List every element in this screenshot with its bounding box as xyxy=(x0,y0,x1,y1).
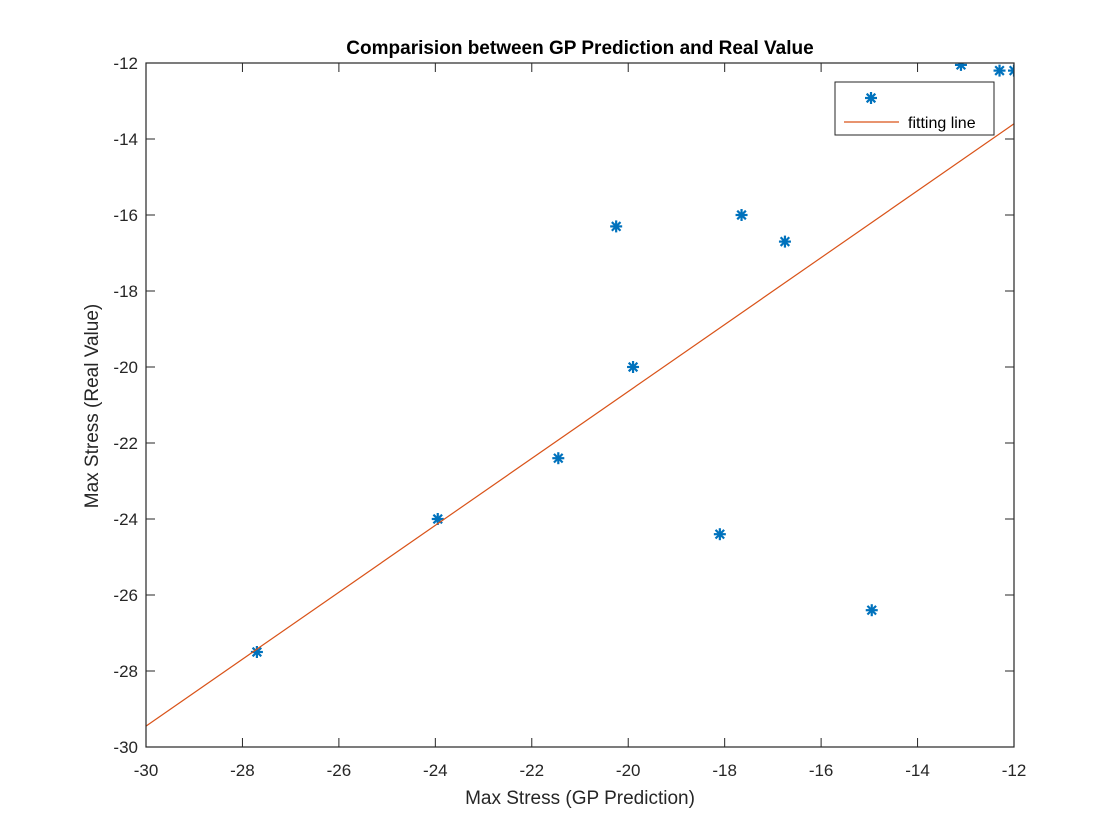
data-point xyxy=(627,361,640,373)
x-tick-label: -28 xyxy=(230,761,255,780)
y-tick-label: -30 xyxy=(113,738,138,757)
plot-area xyxy=(146,63,1014,747)
data-point xyxy=(865,604,878,617)
plot-background xyxy=(146,63,1014,747)
data-point-stroke xyxy=(611,221,622,232)
y-axis-label: Max Stress (Real Value) xyxy=(82,304,103,509)
data-point xyxy=(610,220,623,233)
data-point-stroke xyxy=(955,63,965,70)
y-tick-label: -26 xyxy=(113,586,138,605)
data-point-stroke xyxy=(994,65,1005,76)
x-tick-label: -22 xyxy=(519,761,544,780)
data-point-stroke xyxy=(779,236,791,247)
data-point-stroke xyxy=(627,361,639,373)
x-tick-label: -20 xyxy=(616,761,641,780)
data-point xyxy=(993,64,1006,77)
data-point-stroke xyxy=(866,605,877,616)
x-tick-label: -16 xyxy=(809,761,834,780)
y-tick-label: -22 xyxy=(113,434,138,453)
x-tick-label: -30 xyxy=(134,761,159,780)
data-point-stroke xyxy=(736,209,747,221)
legend: fitting line xyxy=(834,81,995,136)
y-tick-label: -14 xyxy=(113,130,138,149)
data-layer xyxy=(146,63,1014,727)
data-point xyxy=(1008,64,1014,77)
legend-box xyxy=(834,81,995,136)
x-tick-label: -26 xyxy=(327,761,352,780)
x-tick-label: -12 xyxy=(1002,761,1027,780)
x-tick-label: -14 xyxy=(905,761,930,780)
chart-title: Comparision between GP Prediction and Re… xyxy=(346,38,813,59)
y-tick-label: -24 xyxy=(113,510,138,529)
y-tick-label: -12 xyxy=(113,54,138,73)
legend-marker-stroke xyxy=(865,92,877,104)
y-tick-label: -20 xyxy=(113,358,138,377)
x-tick-label: -24 xyxy=(423,761,448,780)
data-point-stroke xyxy=(714,529,725,540)
data-point-stroke xyxy=(1008,69,1014,76)
data-point xyxy=(735,209,748,221)
axes-layer: -30 -28 -26 -24 -22 -20 -18 -16 -14 -12 -30 -28 -26 -… xyxy=(113,54,1026,780)
y-tick-label: -28 xyxy=(113,662,138,681)
data-point-stroke xyxy=(251,646,263,658)
y-tick-label: -16 xyxy=(113,206,138,225)
x-tick-label: -18 xyxy=(712,761,737,780)
y-tick-label: -18 xyxy=(113,282,138,301)
legend-entry-label: fitting line xyxy=(908,115,976,132)
fitting-line xyxy=(146,123,1014,727)
x-axis-label: Max Stress (GP Prediction) xyxy=(465,788,695,809)
data-point xyxy=(552,452,565,465)
data-point xyxy=(713,528,726,541)
data-point-stroke xyxy=(432,513,443,525)
data-point xyxy=(954,63,967,71)
data-point-stroke xyxy=(1008,65,1014,73)
legend-marker-swatch xyxy=(865,92,877,104)
axes-box xyxy=(145,62,1015,748)
data-point xyxy=(778,235,791,248)
data-point-stroke xyxy=(553,453,564,464)
